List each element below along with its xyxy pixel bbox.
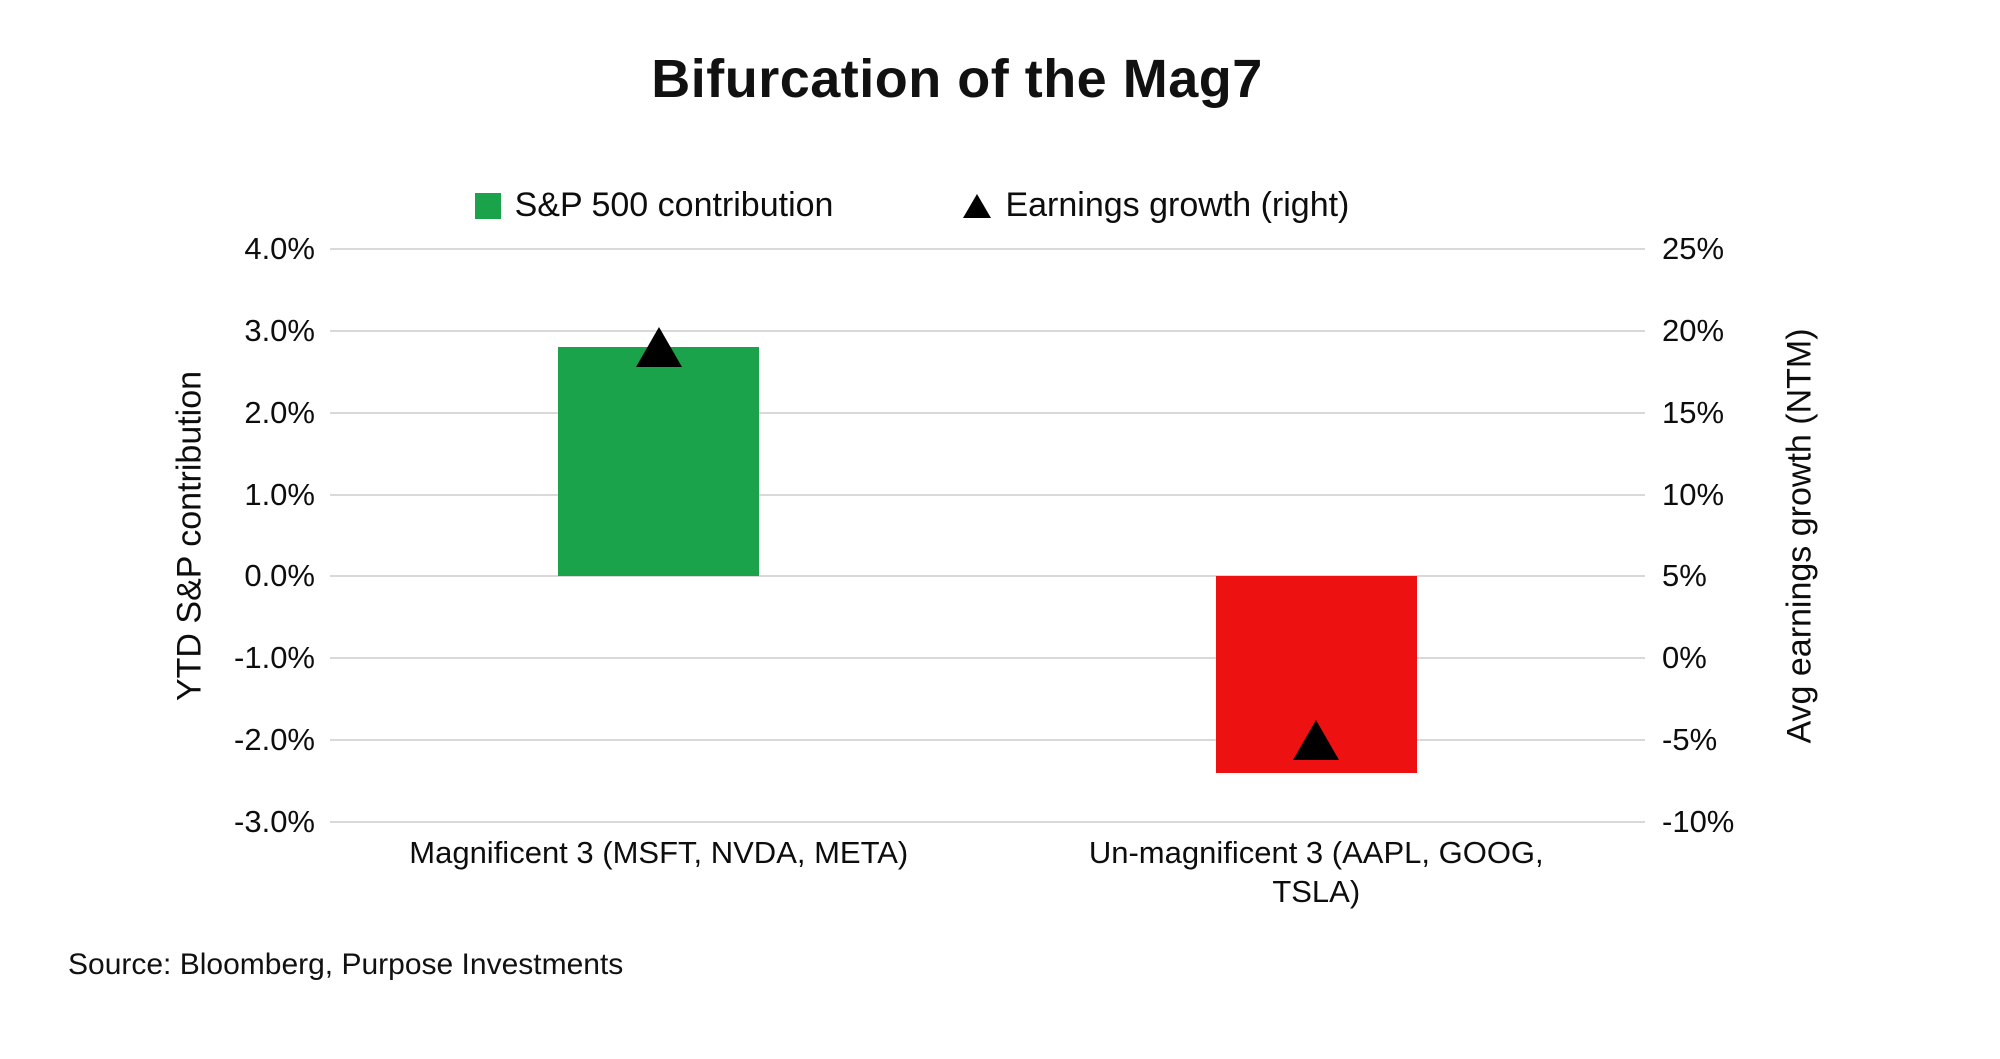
gridline <box>330 493 1645 496</box>
left-axis-tick-label: 3.0% <box>244 312 315 348</box>
source-text: Source: Bloomberg, Purpose Investments <box>68 948 624 981</box>
chart-title: Bifurcation of the Mag7 <box>651 49 1263 109</box>
gridline <box>330 821 1645 823</box>
gridline <box>330 575 1645 578</box>
gridline <box>330 248 1645 250</box>
category-label: Magnificent 3 (MSFT, NVDA, META) <box>409 835 909 870</box>
right-axis-tick-label: 0% <box>1662 640 1707 676</box>
category-labels: Magnificent 3 (MSFT, NVDA, META) Un-magni… <box>330 834 1645 944</box>
right-axis-tick-label: 10% <box>1662 476 1725 512</box>
legend-item-earnings-growth: Earnings growth (right) <box>963 186 1349 225</box>
legend-label-earnings-growth: Earnings growth (right) <box>1005 186 1350 224</box>
gridline <box>330 739 1645 742</box>
right-axis-tick-label: 20% <box>1662 312 1725 348</box>
left-axis-tick-label: -2.0% <box>234 722 315 758</box>
right-axis-tick-label: 25% <box>1662 231 1725 266</box>
left-axis-tick-label: -1.0% <box>234 640 315 676</box>
right-axis-tick-label: 5% <box>1662 558 1707 594</box>
right-axis-ticks: 25% 20% 15% 10% 5% 0% -5% -10% <box>1662 231 1882 839</box>
gridline <box>330 411 1645 414</box>
earnings-growth-marker <box>635 327 682 368</box>
category-label: Un-magnificent 3 (AAPL, GOOG, TSLA) <box>1088 835 1544 909</box>
left-axis-tick-label: 2.0% <box>244 394 315 430</box>
left-axis-tick-label: 1.0% <box>244 476 315 512</box>
legend-item-sp500-contribution: S&P 500 contribution <box>474 186 834 225</box>
right-axis-tick-label: 15% <box>1662 394 1725 430</box>
left-axis-tick-label: 0.0% <box>244 558 315 594</box>
left-axis-tick-label: -3.0% <box>234 804 315 839</box>
right-axis-tick-label: -10% <box>1662 804 1735 839</box>
legend-triangle-icon <box>963 193 992 218</box>
gridline <box>330 657 1645 660</box>
earnings-growth-marker <box>1293 720 1340 761</box>
gridline <box>330 329 1645 332</box>
left-axis-ticks: 4.0% 3.0% 2.0% 1.0% 0.0% -1.0% -2.0% -3.0% <box>60 231 315 839</box>
legend-square-icon <box>474 192 501 219</box>
bar-magnificent-3 <box>558 347 760 577</box>
legend-label-sp500-contribution: S&P 500 contribution <box>514 186 834 224</box>
chart-legend: S&P 500 contribution Earnings growth (ri… <box>0 186 1824 225</box>
right-axis-tick-label: -5% <box>1662 722 1718 758</box>
left-axis-tick-label: 4.0% <box>244 231 315 266</box>
plot-area <box>330 248 1645 823</box>
